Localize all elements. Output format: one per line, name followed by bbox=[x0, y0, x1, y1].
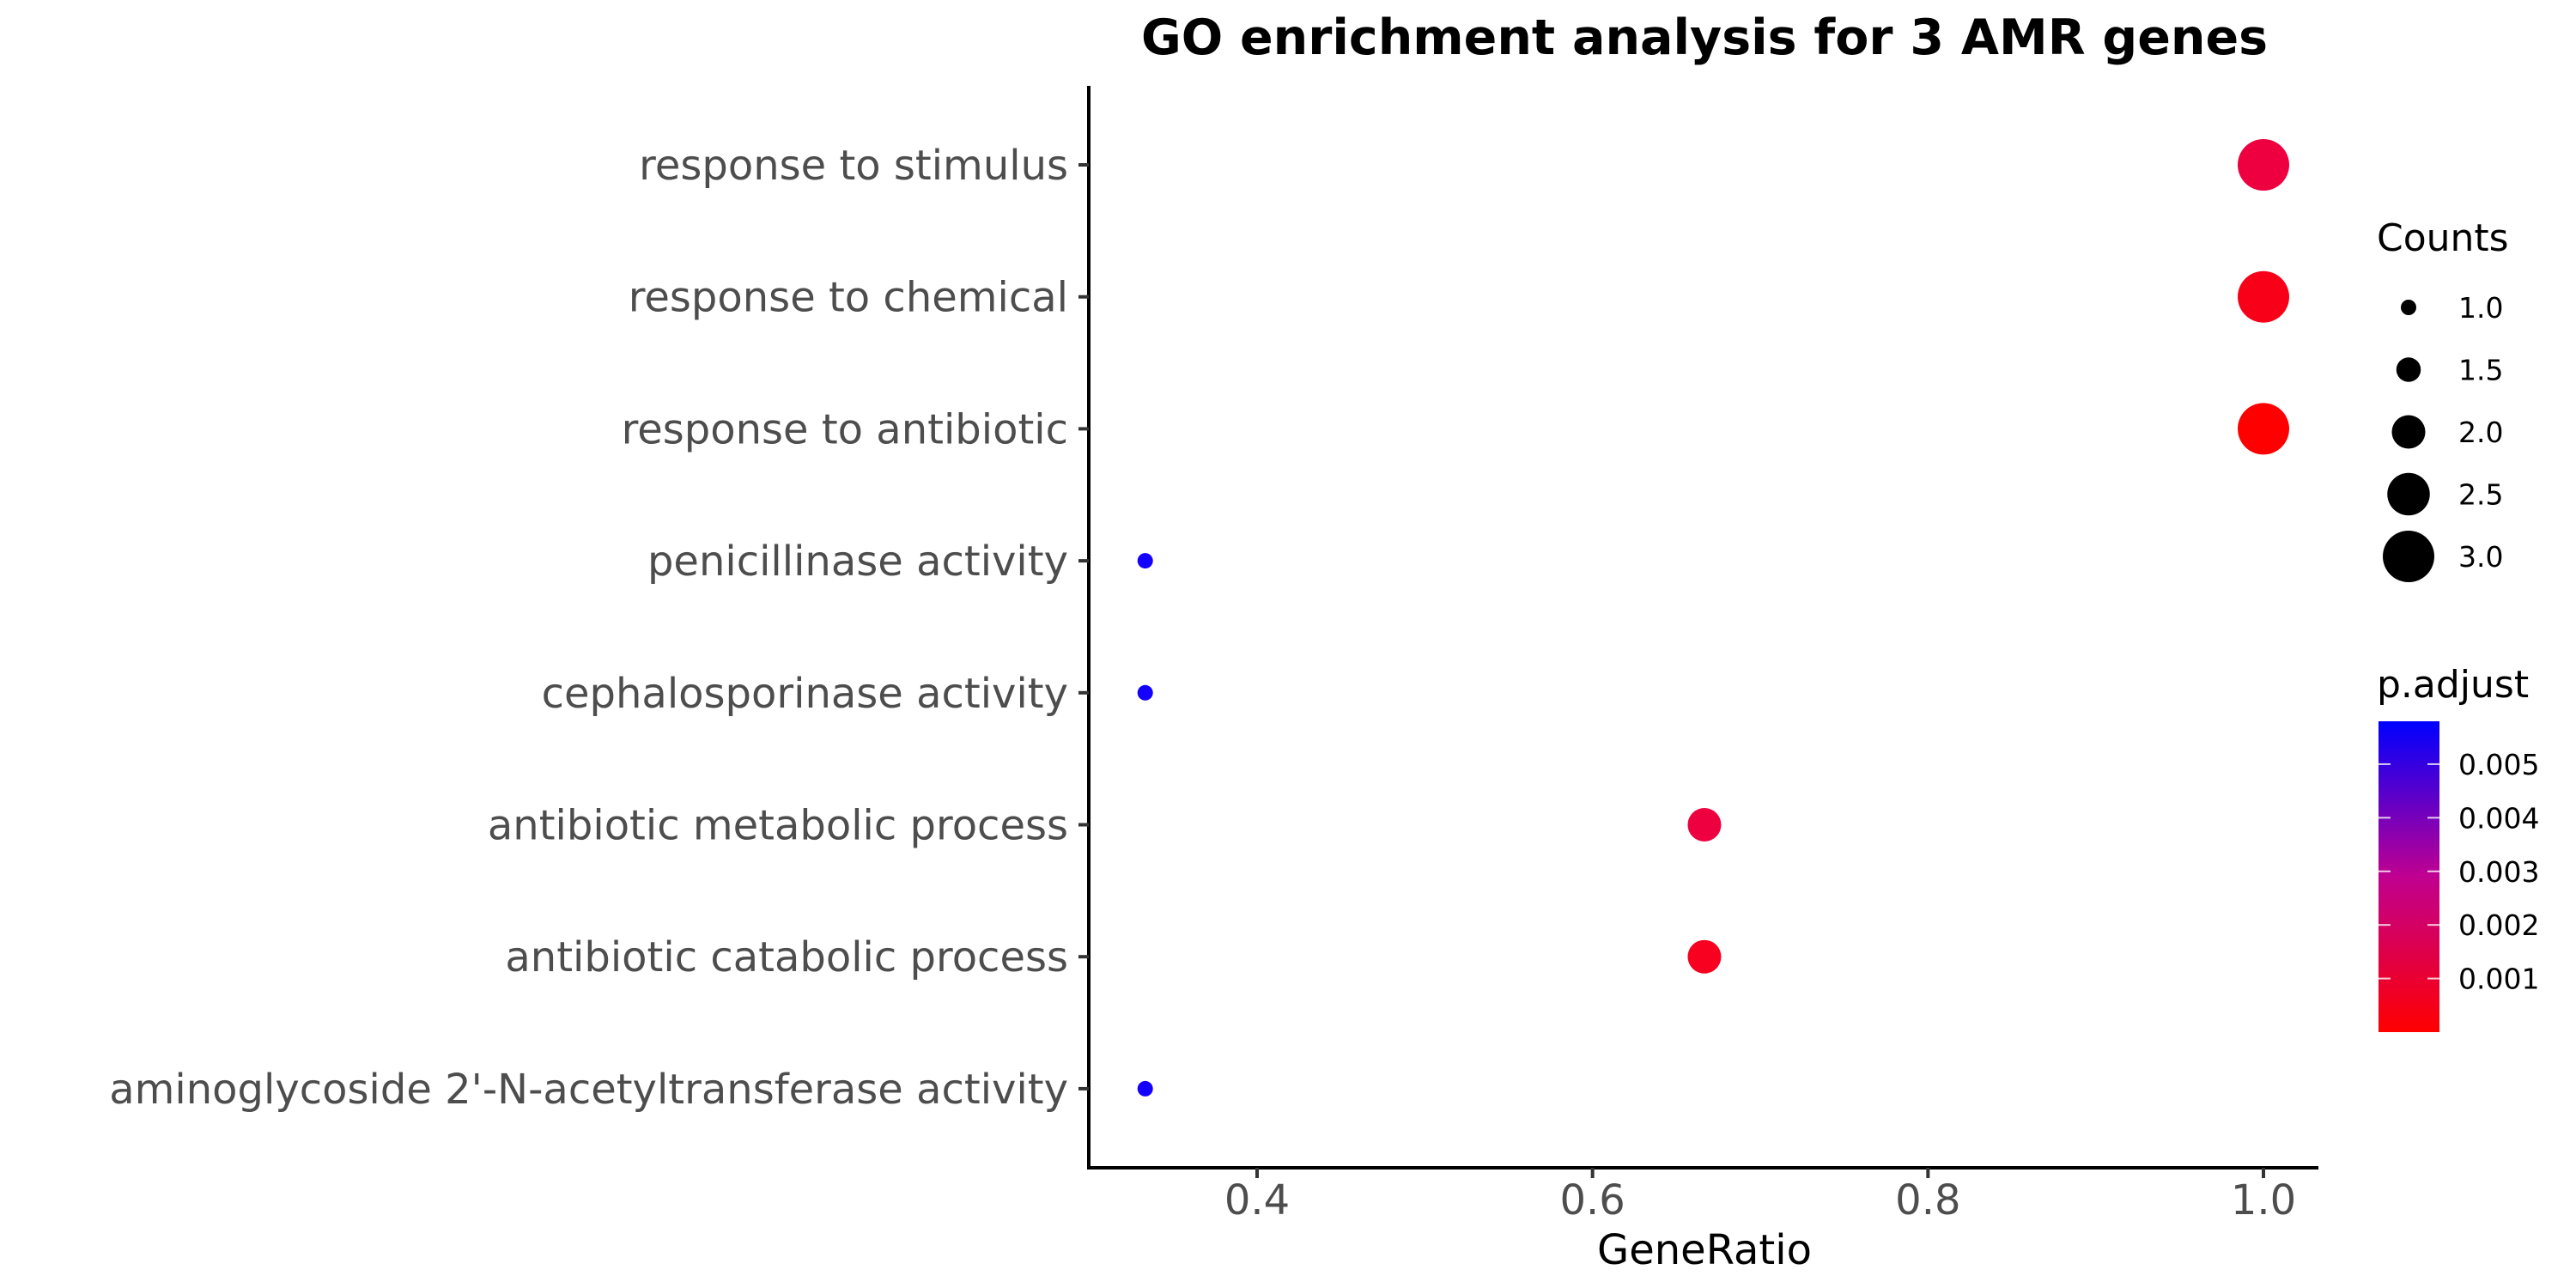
legend-padjust-label: 0.005 bbox=[2458, 748, 2539, 781]
legend-padjust-label: 0.001 bbox=[2458, 963, 2539, 996]
y-tick-label: aminoglycoside 2'-N-acetyltransferase ac… bbox=[109, 1066, 1068, 1114]
legend-padjust-label: 0.002 bbox=[2458, 908, 2539, 942]
legend-counts-label: 3.0 bbox=[2458, 540, 2503, 574]
data-point bbox=[1687, 939, 1722, 974]
legend-counts-key bbox=[2383, 531, 2434, 582]
x-tick-label: 0.6 bbox=[1559, 1176, 1625, 1224]
y-tick-label: response to antibiotic bbox=[622, 405, 1068, 453]
x-tick-group: 0.4 0.6 0.8 1.0 bbox=[1224, 1168, 2296, 1224]
legend-padjust-colorbar bbox=[2379, 721, 2439, 1032]
legend-padjust-label: 0.003 bbox=[2458, 855, 2539, 889]
legend-counts-label: 1.5 bbox=[2458, 354, 2503, 387]
x-tick-label: 0.8 bbox=[1895, 1176, 1960, 1224]
legend-counts-key bbox=[2391, 415, 2426, 449]
y-tick-label: response to chemical bbox=[629, 274, 1068, 322]
data-point bbox=[1137, 553, 1153, 569]
y-tick-label: antibiotic metabolic process bbox=[488, 802, 1068, 850]
chart-title: GO enrichment analysis for 3 AMR genes bbox=[1141, 9, 2268, 66]
legend-counts-key bbox=[2387, 472, 2430, 516]
y-tick-group: response to stimulus response to chemical… bbox=[109, 142, 1089, 1114]
legend-counts-label: 1.0 bbox=[2458, 291, 2503, 325]
legend-padjust-label: 0.004 bbox=[2458, 801, 2539, 835]
x-axis-title: GeneRatio bbox=[1597, 1226, 1812, 1274]
legend-counts-key bbox=[2401, 300, 2416, 315]
data-point bbox=[2238, 270, 2289, 323]
y-tick-label: antibiotic catabolic process bbox=[505, 933, 1068, 981]
data-points bbox=[1137, 139, 2289, 1097]
x-tick-label: 0.4 bbox=[1224, 1176, 1290, 1224]
legend-padjust: p.adjust 0.005 0.004 0.003 0.002 0.001 bbox=[2377, 663, 2539, 1032]
legend-padjust-title: p.adjust bbox=[2377, 663, 2529, 707]
legend-counts-label: 2.5 bbox=[2458, 478, 2503, 512]
data-point bbox=[2238, 403, 2289, 455]
legend-counts: Counts 1.0 1.5 2.0 2.5 3.0 bbox=[2377, 216, 2509, 582]
y-tick-label: penicillinase activity bbox=[647, 538, 1068, 586]
y-tick-label: response to stimulus bbox=[639, 142, 1068, 190]
x-tick-label: 1.0 bbox=[2231, 1176, 2296, 1224]
data-point bbox=[1687, 808, 1722, 841]
data-point bbox=[1137, 684, 1153, 701]
data-point bbox=[1137, 1080, 1153, 1097]
legend-counts-label: 2.0 bbox=[2458, 416, 2503, 449]
data-point bbox=[2238, 139, 2289, 191]
plot-area bbox=[1087, 86, 2318, 1170]
legend-counts-title: Counts bbox=[2377, 216, 2509, 260]
y-tick-label: cephalosporinase activity bbox=[542, 670, 1068, 718]
legend-counts-key bbox=[2396, 357, 2421, 382]
